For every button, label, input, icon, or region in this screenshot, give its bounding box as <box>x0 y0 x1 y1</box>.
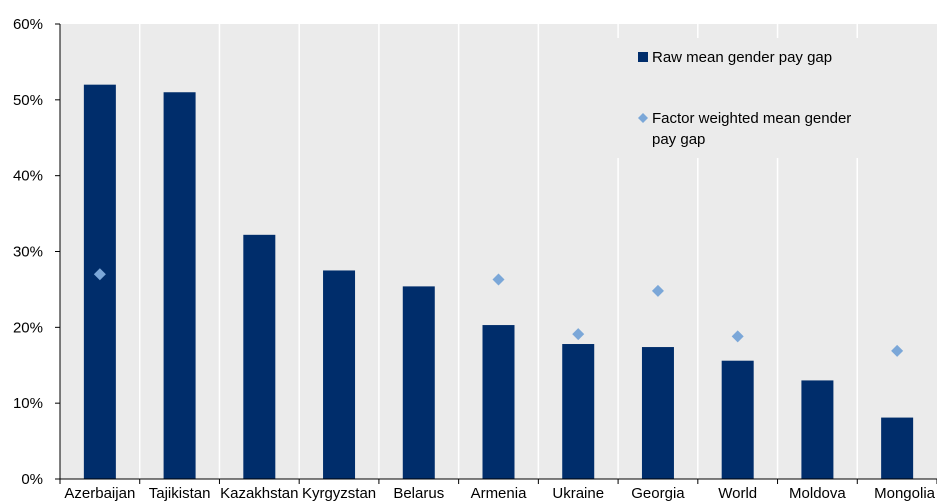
legend-background <box>570 38 937 158</box>
legend-label-factor-weighted: pay gap <box>652 131 705 148</box>
y-tick-label: 0% <box>21 471 43 488</box>
legend-background-layer <box>570 38 937 158</box>
marker-mongolia <box>891 344 904 357</box>
x-tick-label-moldova: Moldova <box>789 485 846 502</box>
y-tick-labels: 0% 10% 20% 30% 40% 50% 60% <box>13 16 60 488</box>
y-tick-label: 50% <box>13 92 43 109</box>
marker-armenia <box>492 273 505 286</box>
bar-georgia <box>641 347 674 479</box>
marker-world <box>731 330 744 343</box>
x-tick-label-kyrgyzstan: Kyrgyzstan <box>302 485 376 502</box>
marker-georgia <box>651 284 664 297</box>
x-tick-label-kazakhstan: Kazakhstan <box>220 485 298 502</box>
x-tick-label-armenia: Armenia <box>471 485 528 502</box>
bar-mongolia <box>881 417 914 479</box>
bar-ukraine <box>562 344 595 479</box>
bar-armenia <box>482 325 515 479</box>
y-tick-label: 10% <box>13 395 43 412</box>
marker-ukraine <box>572 328 585 341</box>
y-tick-label: 40% <box>13 168 43 185</box>
bar-series <box>83 84 914 480</box>
legend-swatch-bar <box>638 52 648 62</box>
bar-world <box>721 360 754 479</box>
x-tick-label-ukraine: Ukraine <box>552 485 604 502</box>
legend-label-raw-mean: Raw mean gender pay gap <box>652 49 832 66</box>
x-tick-label-mongolia: Mongolia <box>874 485 936 502</box>
y-tick-label: 30% <box>13 244 43 261</box>
y-tick-label: 60% <box>13 16 43 33</box>
legend-swatch-diamond <box>638 113 648 123</box>
x-tick-labels: Azerbaijan Tajikistan Kazakhstan Kyrgyzstan… <box>59 479 937 502</box>
x-tick-label-world: World <box>718 485 757 502</box>
y-tick-label: 20% <box>13 319 43 336</box>
x-tick-label-tajikistan: Tajikistan <box>149 485 211 502</box>
bar-azerbaijan <box>83 84 116 480</box>
bar-tajikistan <box>163 92 196 479</box>
bar-moldova <box>801 380 834 479</box>
x-tick-label-azerbaijan: Azerbaijan <box>64 485 135 502</box>
bar-kyrgyzstan <box>323 270 356 479</box>
bar-kazakhstan <box>243 234 276 479</box>
marker-series <box>93 268 904 357</box>
marker-azerbaijan <box>93 268 106 281</box>
x-tick-label-belarus: Belarus <box>393 485 444 502</box>
x-tick-label-georgia: Georgia <box>631 485 685 502</box>
legend: Raw mean gender pay gap Factor weighted m… <box>638 49 851 148</box>
legend-label-factor-weighted: Factor weighted mean gender <box>652 110 851 127</box>
bar-belarus <box>402 286 435 479</box>
